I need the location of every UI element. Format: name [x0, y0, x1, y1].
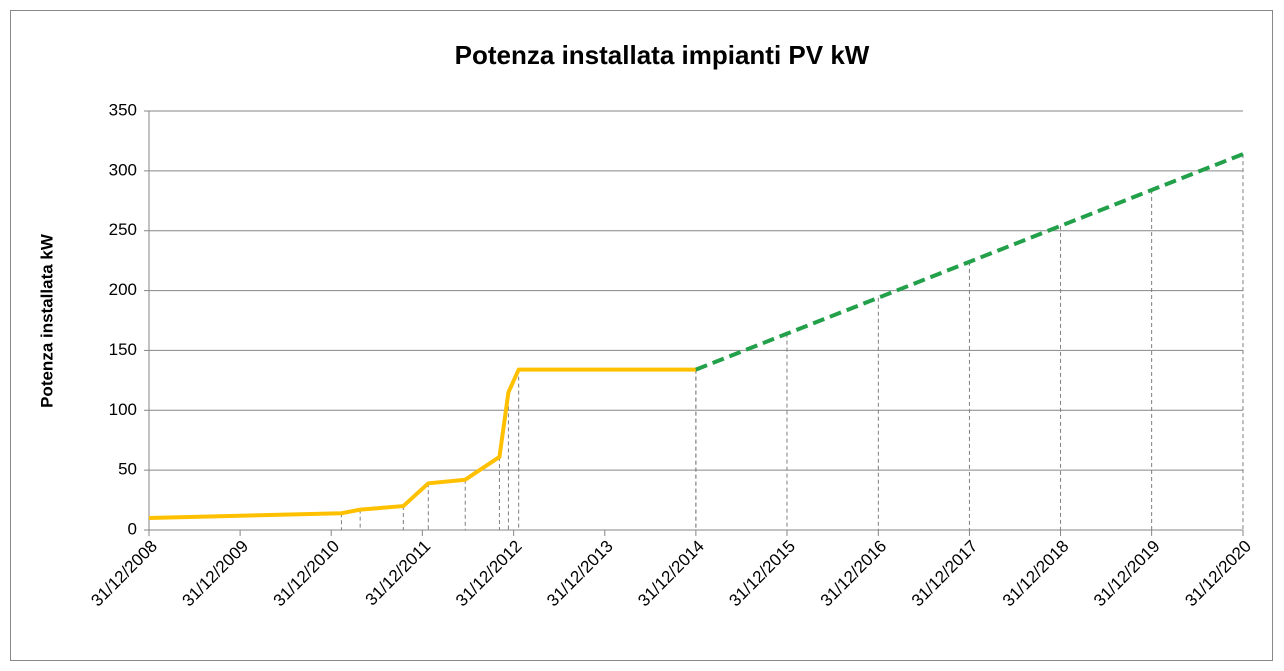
series-line [695, 152, 1244, 372]
y-tick-label: 150 [109, 340, 137, 359]
y-tick-label: 350 [109, 100, 137, 119]
y-tick-label: 300 [109, 160, 137, 179]
chart-title: Potenza installata impianti PV kW [455, 40, 870, 70]
chart-border [10, 10, 1273, 661]
y-tick-label: 50 [118, 460, 137, 479]
series-line [148, 367, 696, 521]
y-tick-label: 250 [109, 220, 137, 239]
y-tick-label: 0 [128, 519, 137, 538]
y-tick-label: 100 [109, 400, 137, 419]
y-tick-label: 200 [109, 280, 137, 299]
y-axis-label: Potenza installata kW [37, 233, 56, 408]
